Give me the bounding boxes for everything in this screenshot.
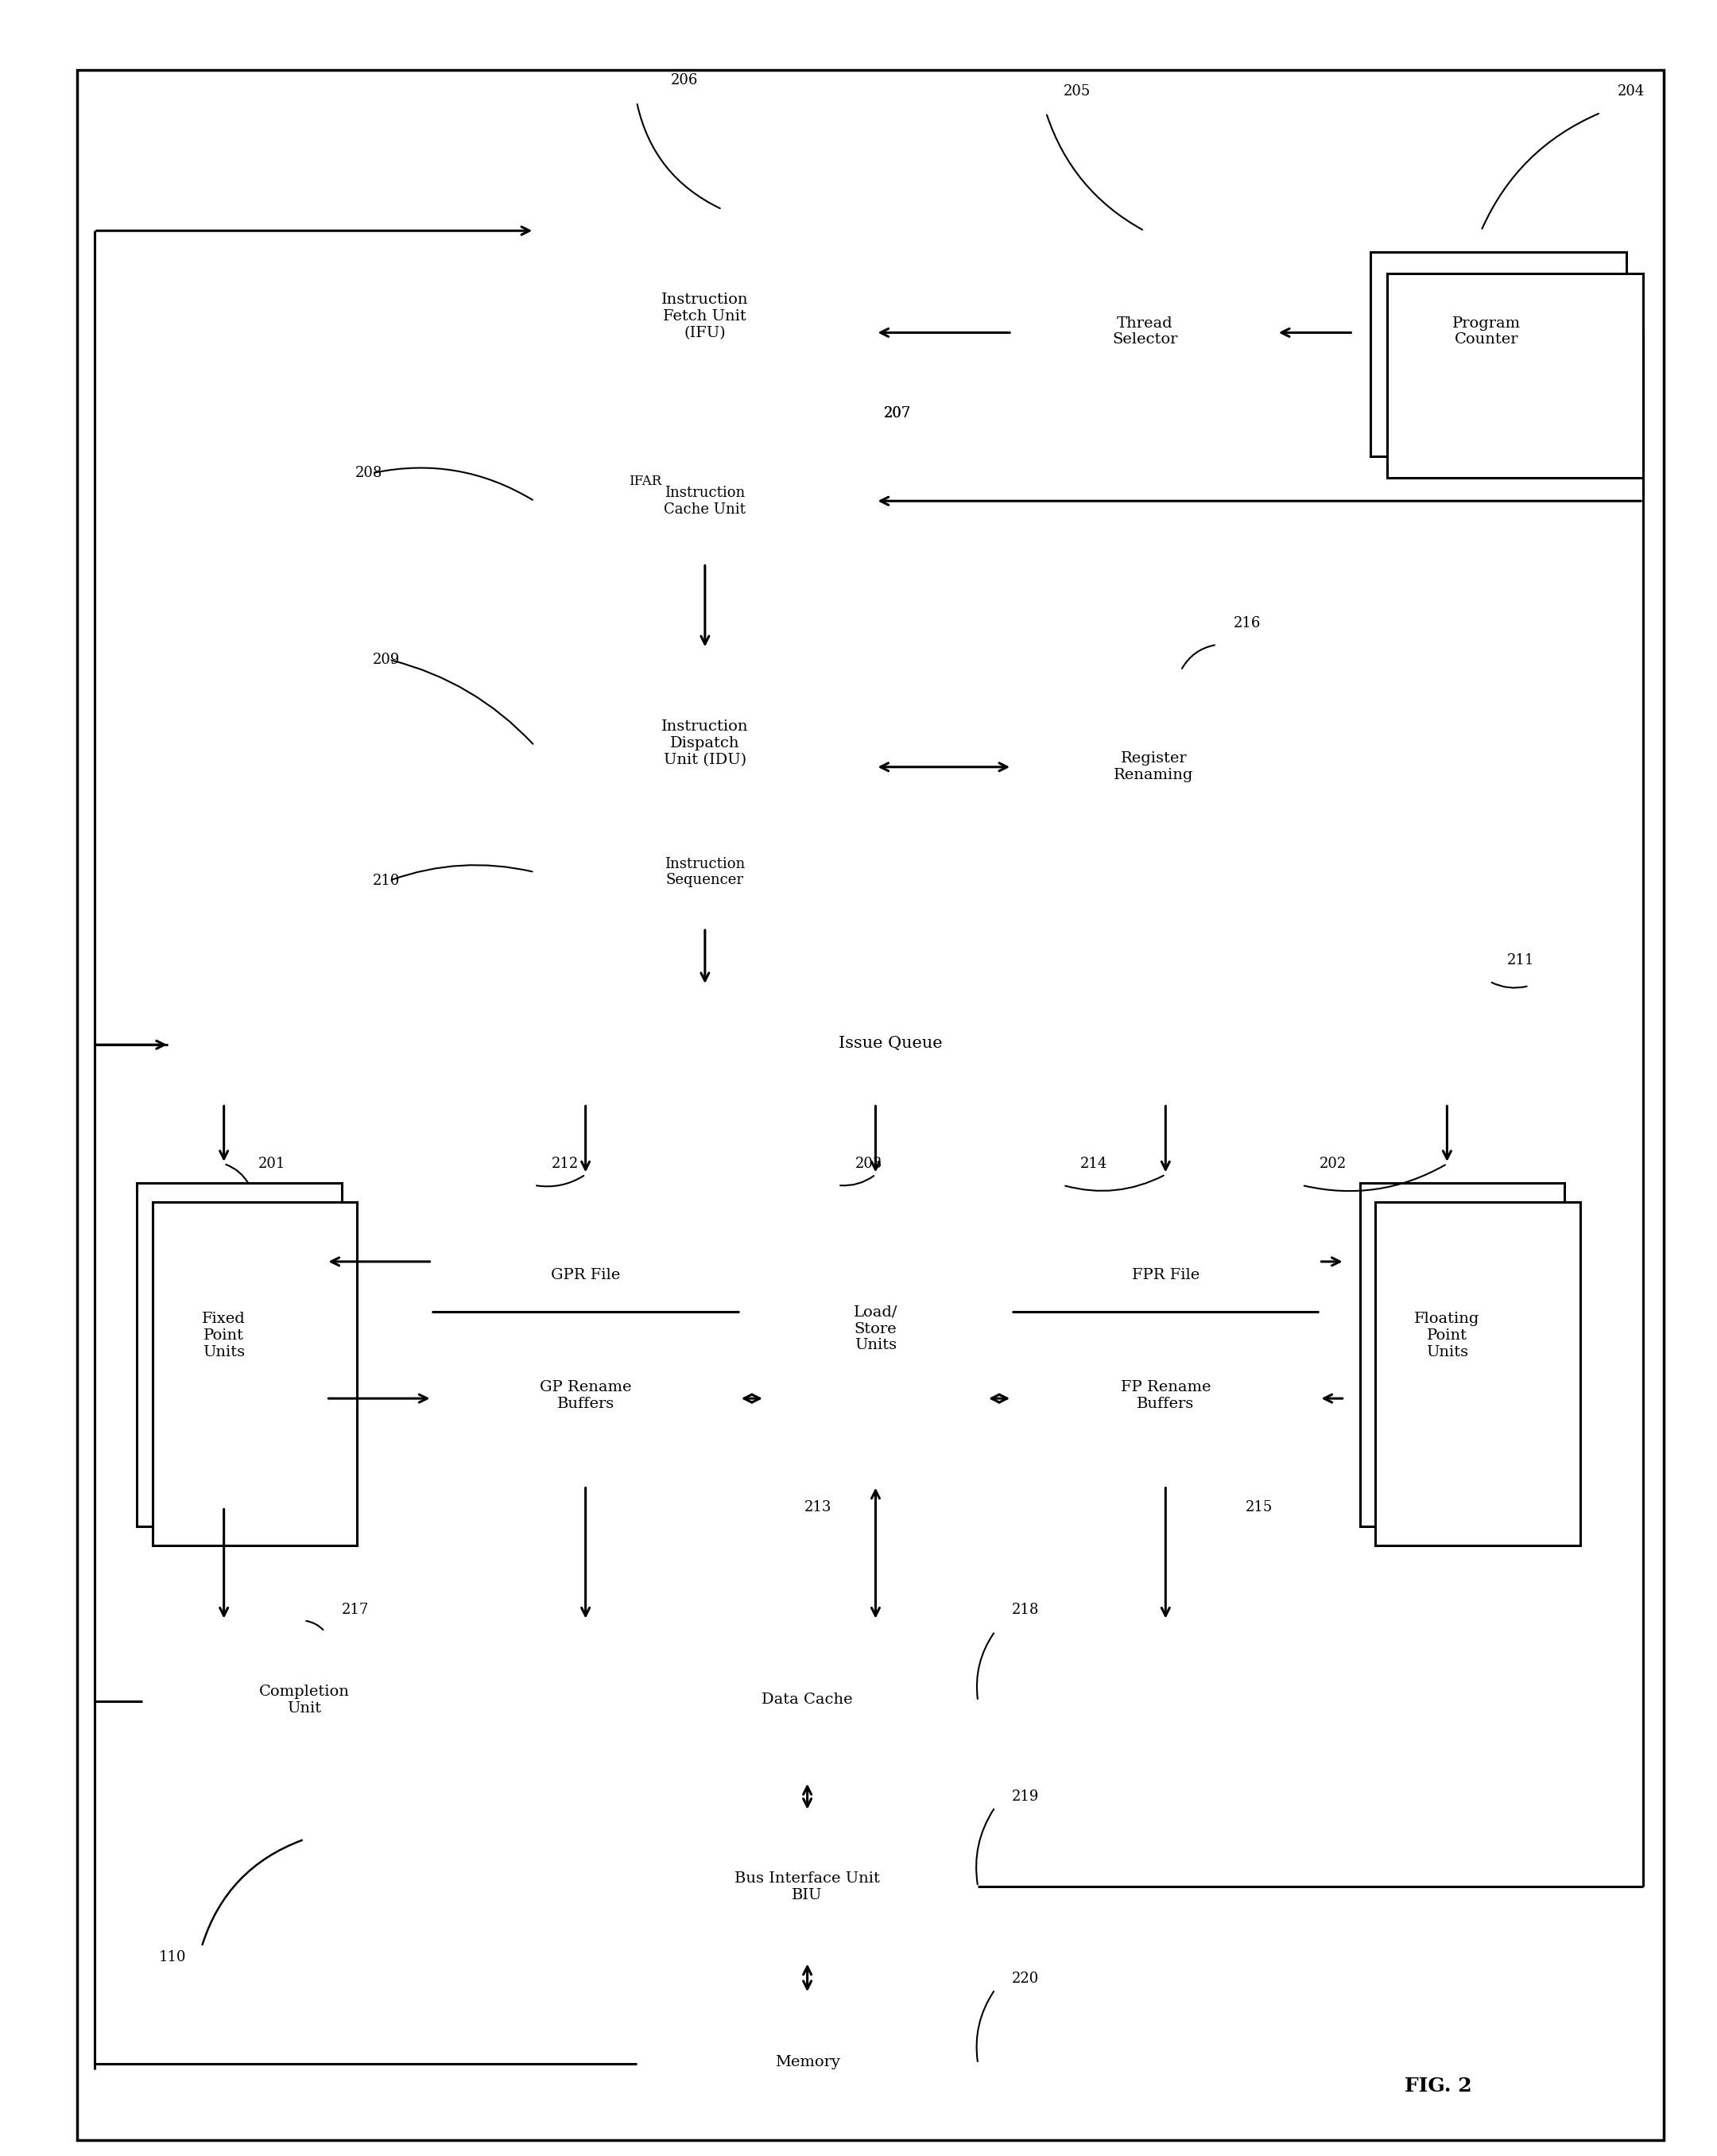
- Text: Register
Renaming: Register Renaming: [1114, 752, 1193, 783]
- Text: Program
Counter: Program Counter: [1453, 317, 1521, 347]
- Bar: [153, 1203, 357, 1546]
- Bar: [534, 649, 876, 927]
- Text: 209: 209: [373, 653, 400, 666]
- Bar: [534, 209, 876, 563]
- Bar: [534, 817, 876, 927]
- Bar: [1370, 252, 1626, 455]
- Bar: [1375, 1203, 1580, 1546]
- Bar: [1344, 1164, 1549, 1507]
- Bar: [143, 1621, 465, 1781]
- Text: 214: 214: [1080, 1156, 1107, 1171]
- Text: 220: 220: [1011, 1973, 1039, 1986]
- Bar: [637, 1994, 979, 2132]
- Bar: [122, 1164, 326, 1507]
- Text: 210: 210: [373, 873, 400, 888]
- Text: 211: 211: [1508, 953, 1533, 968]
- Text: 208: 208: [355, 466, 383, 481]
- Text: Instruction
Fetch Unit
(IFU): Instruction Fetch Unit (IFU): [661, 293, 749, 341]
- Text: Instruction
Dispatch
Unit (IDU): Instruction Dispatch Unit (IDU): [661, 720, 749, 768]
- Bar: [1011, 1175, 1319, 1485]
- Text: Bus Interface Unit
BIU: Bus Interface Unit BIU: [735, 1871, 881, 1902]
- Text: Memory: Memory: [774, 2055, 840, 2070]
- Text: 217: 217: [342, 1602, 369, 1617]
- Text: GPR File: GPR File: [551, 1268, 620, 1283]
- Text: Thread
Selector: Thread Selector: [1113, 317, 1178, 347]
- Bar: [168, 985, 1614, 1104]
- Bar: [764, 1175, 987, 1485]
- Bar: [637, 1811, 979, 1962]
- Bar: [137, 1184, 342, 1526]
- Text: FIG. 2: FIG. 2: [1405, 2076, 1471, 2096]
- Bar: [637, 1621, 979, 1781]
- Text: 218: 218: [1011, 1602, 1039, 1617]
- Text: 205: 205: [1063, 84, 1090, 99]
- Text: 207: 207: [884, 405, 912, 420]
- Text: 219: 219: [1011, 1789, 1039, 1805]
- Text: Instruction
Cache Unit: Instruction Cache Unit: [664, 485, 745, 517]
- Text: 213: 213: [804, 1501, 831, 1514]
- Text: 215: 215: [1247, 1501, 1272, 1514]
- Text: 110: 110: [160, 1951, 187, 1964]
- Text: Floating
Point
Units: Floating Point Units: [1415, 1311, 1480, 1358]
- Bar: [1011, 671, 1293, 865]
- Bar: [1387, 274, 1643, 476]
- Bar: [1360, 1184, 1564, 1526]
- Text: 206: 206: [671, 73, 699, 88]
- Text: Completion
Unit: Completion Unit: [259, 1684, 349, 1716]
- Text: Instruction
Sequencer: Instruction Sequencer: [664, 856, 745, 888]
- Bar: [433, 1175, 738, 1485]
- Text: 201: 201: [258, 1156, 285, 1171]
- Text: 212: 212: [551, 1156, 579, 1171]
- Text: Issue Queue: Issue Queue: [840, 1037, 943, 1052]
- Text: 202: 202: [1319, 1156, 1346, 1171]
- Text: 204: 204: [1617, 84, 1645, 99]
- Bar: [534, 440, 876, 563]
- Text: 207: 207: [884, 405, 912, 420]
- Bar: [1011, 231, 1276, 436]
- Text: IFAR: IFAR: [628, 474, 661, 489]
- Text: Fixed
Point
Units: Fixed Point Units: [203, 1311, 246, 1358]
- Text: FP Rename
Buffers: FP Rename Buffers: [1121, 1380, 1210, 1410]
- Bar: [568, 446, 723, 520]
- Text: Load/
Store
Units: Load/ Store Units: [853, 1304, 898, 1352]
- Text: 203: 203: [855, 1156, 883, 1171]
- Text: Data Cache: Data Cache: [762, 1692, 853, 1708]
- Text: 216: 216: [1235, 617, 1260, 630]
- Text: FPR File: FPR File: [1132, 1268, 1200, 1283]
- Text: GP Rename
Buffers: GP Rename Buffers: [539, 1380, 632, 1410]
- Bar: [1353, 231, 1609, 436]
